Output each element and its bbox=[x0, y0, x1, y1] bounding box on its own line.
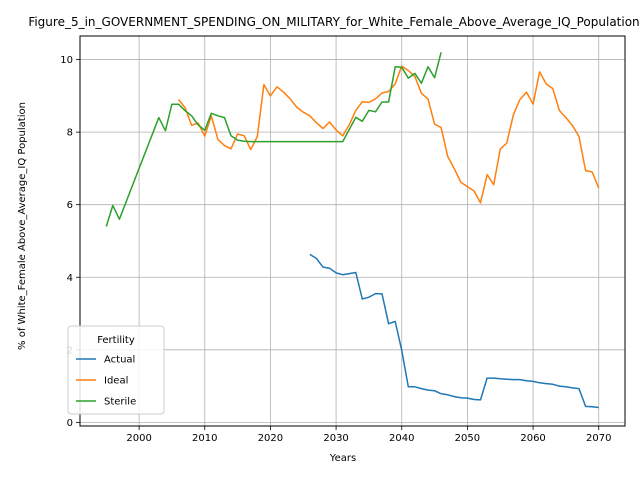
series-line-sterile bbox=[105, 52, 442, 227]
x-tick-label: 2010 bbox=[192, 433, 217, 444]
x-tick-label: 2050 bbox=[455, 433, 480, 444]
x-tick-label: 2040 bbox=[389, 433, 414, 444]
y-tick-label: 6 bbox=[67, 200, 73, 211]
y-tick-label: 8 bbox=[67, 128, 73, 139]
x-tick-label: 2000 bbox=[126, 433, 151, 444]
series-line-ideal bbox=[177, 65, 600, 204]
legend: Fertility Actual Ideal Sterile bbox=[67, 325, 165, 415]
legend-label-actual: Actual bbox=[104, 355, 135, 366]
grid-lines bbox=[80, 36, 625, 426]
x-tick-label: 2060 bbox=[520, 433, 545, 444]
x-tick-label: 2070 bbox=[586, 433, 611, 444]
x-axis-ticks: 2000 2010 2020 2030 2040 2050 2060 2070 bbox=[126, 426, 611, 444]
y-tick-label: 10 bbox=[60, 55, 73, 66]
legend-label-ideal: Ideal bbox=[104, 376, 128, 387]
legend-title: Fertility bbox=[97, 335, 135, 346]
y-axis-label: % of White_Female Above_Average_IQ Popul… bbox=[17, 102, 28, 350]
x-tick-label: 2020 bbox=[258, 433, 283, 444]
y-tick-label: 0 bbox=[67, 418, 73, 429]
legend-box bbox=[67, 325, 165, 415]
plot-frame bbox=[79, 35, 626, 427]
x-tick-label: 2030 bbox=[323, 433, 348, 444]
x-axis-label: Years bbox=[329, 453, 356, 464]
plot-area bbox=[105, 52, 600, 409]
y-tick-label: 4 bbox=[67, 273, 73, 284]
chart-title: Figure_5_in_GOVERNMENT_SPENDING_ON_MILIT… bbox=[28, 15, 639, 29]
series-line-actual bbox=[309, 253, 599, 409]
legend-label-sterile: Sterile bbox=[104, 397, 136, 408]
